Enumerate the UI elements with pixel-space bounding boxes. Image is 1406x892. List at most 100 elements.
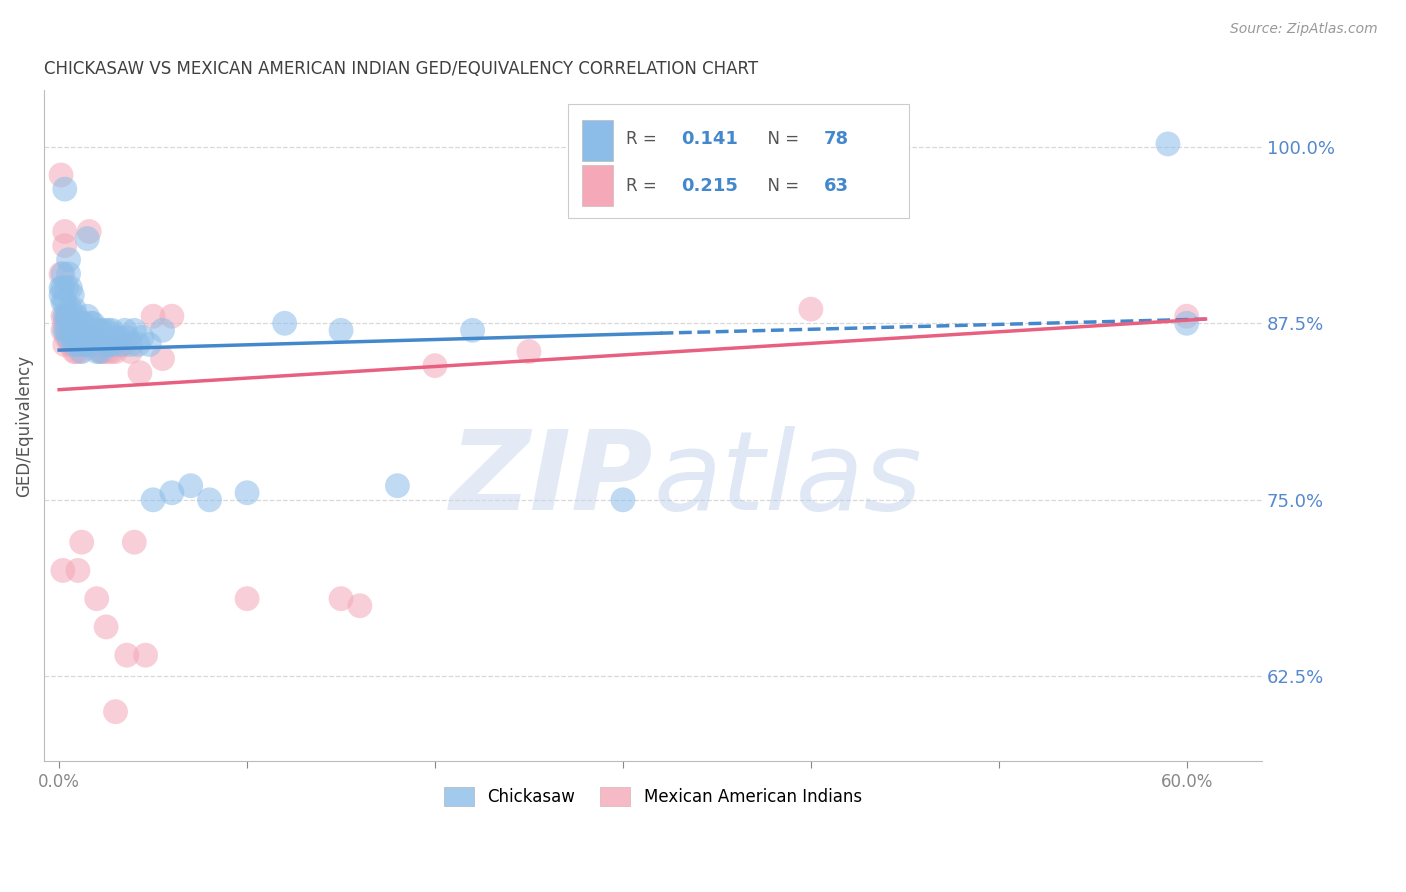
Text: N =: N = <box>756 177 804 194</box>
Bar <box>582 120 613 161</box>
Point <box>124 323 146 337</box>
Point <box>59 302 82 317</box>
Point <box>100 344 122 359</box>
Point <box>104 330 127 344</box>
Point <box>60 337 83 351</box>
Point <box>53 238 76 252</box>
Point <box>53 323 76 337</box>
Point <box>70 323 93 337</box>
Point <box>58 323 80 337</box>
Point <box>55 310 77 324</box>
Point <box>60 330 83 344</box>
Point <box>76 310 98 324</box>
Point <box>800 302 823 317</box>
Point <box>91 344 114 359</box>
Point <box>1175 316 1198 330</box>
Point <box>86 337 108 351</box>
Point <box>66 316 89 330</box>
Point <box>53 182 76 196</box>
Text: 0.141: 0.141 <box>681 129 738 147</box>
Point <box>114 337 136 351</box>
Text: 0.215: 0.215 <box>681 177 738 194</box>
Point <box>80 337 103 351</box>
Point <box>77 323 100 337</box>
Point <box>94 337 117 351</box>
Point <box>59 337 82 351</box>
Point <box>58 330 80 344</box>
Point <box>65 330 87 344</box>
Point <box>60 316 83 330</box>
Point <box>58 252 80 267</box>
Point <box>89 323 111 337</box>
Point <box>108 330 131 344</box>
Text: 63: 63 <box>824 177 848 194</box>
Point <box>65 344 87 359</box>
Point <box>1157 136 1180 151</box>
Point <box>86 344 108 359</box>
Bar <box>582 165 613 206</box>
Point <box>94 337 117 351</box>
Bar <box>568 103 908 218</box>
Point <box>66 563 89 577</box>
Point <box>115 330 138 344</box>
Point <box>76 330 98 344</box>
Point <box>80 330 103 344</box>
Point <box>59 323 82 337</box>
Point <box>423 359 446 373</box>
Point <box>58 310 80 324</box>
Point <box>612 492 634 507</box>
Point <box>66 330 89 344</box>
Text: N =: N = <box>756 129 804 147</box>
Text: 78: 78 <box>824 129 849 147</box>
Point <box>59 316 82 330</box>
Point <box>55 310 77 324</box>
Point <box>517 344 540 359</box>
Point <box>114 323 136 337</box>
Point <box>80 316 103 330</box>
Point <box>330 323 353 337</box>
Point <box>72 316 94 330</box>
Text: ZIP: ZIP <box>450 425 652 533</box>
Point <box>131 330 153 344</box>
Point <box>63 302 86 317</box>
Point <box>93 344 115 359</box>
Text: R =: R = <box>626 129 662 147</box>
Point <box>94 620 117 634</box>
Point <box>91 330 114 344</box>
Point <box>387 478 409 492</box>
Y-axis label: GED/Equivalency: GED/Equivalency <box>15 355 32 497</box>
Point <box>86 591 108 606</box>
Point <box>330 591 353 606</box>
Point <box>152 351 174 366</box>
Point <box>127 337 149 351</box>
Point <box>103 337 125 351</box>
Point <box>53 225 76 239</box>
Point <box>236 591 259 606</box>
Point <box>52 323 75 337</box>
Point <box>66 323 89 337</box>
Point <box>72 337 94 351</box>
Point <box>236 485 259 500</box>
Point <box>100 323 122 337</box>
Point <box>76 231 98 245</box>
Point <box>55 281 77 295</box>
Point <box>89 344 111 359</box>
Legend: Chickasaw, Mexican American Indians: Chickasaw, Mexican American Indians <box>437 780 869 814</box>
Point <box>104 705 127 719</box>
Point <box>58 310 80 324</box>
Point <box>1175 310 1198 324</box>
Point <box>97 344 120 359</box>
Point <box>129 366 152 380</box>
Point <box>135 648 157 662</box>
Point <box>55 330 77 344</box>
Point <box>59 281 82 295</box>
Point <box>52 295 75 310</box>
Point <box>75 337 97 351</box>
Point <box>86 323 108 337</box>
Point <box>160 310 183 324</box>
Point <box>55 323 77 337</box>
Point <box>69 344 91 359</box>
Point <box>49 267 72 281</box>
Point <box>77 225 100 239</box>
Point <box>180 478 202 492</box>
